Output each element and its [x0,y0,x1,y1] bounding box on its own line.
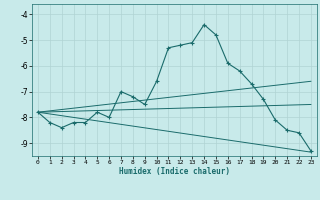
X-axis label: Humidex (Indice chaleur): Humidex (Indice chaleur) [119,167,230,176]
